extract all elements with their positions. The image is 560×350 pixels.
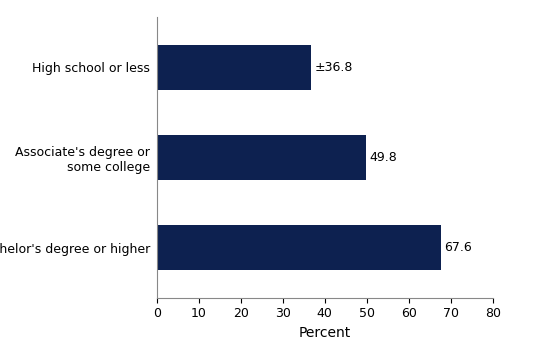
Text: 49.8: 49.8 (370, 151, 397, 164)
Bar (157, 44, 311, 90)
Text: 67.6: 67.6 (444, 241, 472, 254)
X-axis label: Percent: Percent (298, 326, 351, 340)
Bar (157, 135, 366, 180)
Text: ±36.8: ±36.8 (315, 61, 353, 74)
Bar (157, 225, 441, 271)
